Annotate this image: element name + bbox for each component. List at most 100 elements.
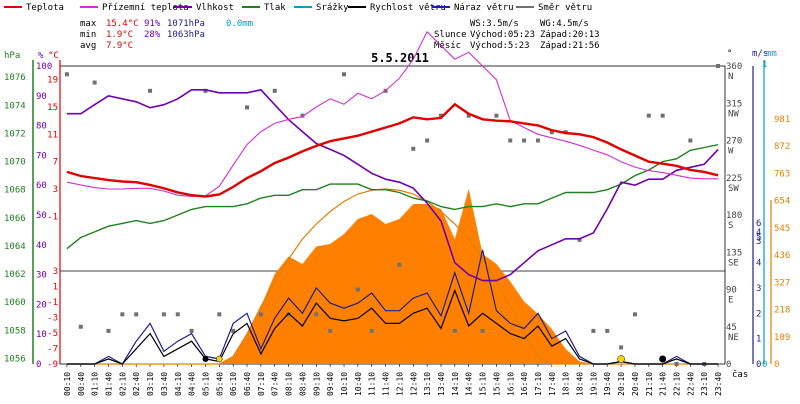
feels-like-line <box>66 30 719 198</box>
temperature-tick: 11 <box>47 130 58 140</box>
x-tick-label: 02:40 <box>132 372 141 396</box>
x-tick-label: 08:40 <box>298 372 307 396</box>
pressure-tick: 1064 <box>4 242 26 252</box>
x-tick-label: 15:10 <box>479 372 488 396</box>
x-tick-label: 09:10 <box>312 372 321 396</box>
stats-avg-label: avg <box>80 41 96 51</box>
humidity-tick: 100 <box>36 62 52 72</box>
precip-axis-label: mm <box>766 49 777 59</box>
pressure-tick: 1060 <box>4 298 26 308</box>
wind-sun-info: WS:3.5m/s WG:4.5m/s Slunce Východ:05:23 … <box>434 19 600 51</box>
x-tick-label: 01:40 <box>104 372 113 396</box>
moonset-marker <box>659 355 667 363</box>
stats-precip: 0.0mm <box>226 19 253 29</box>
x-tick-label: 04:10 <box>174 372 183 396</box>
wind-direction-point <box>535 138 540 143</box>
wind-direction-point <box>217 312 222 317</box>
wind-direction-point <box>508 138 513 143</box>
pressure-tick: 1058 <box>4 326 26 336</box>
solar-tick: 109 <box>774 333 790 343</box>
temperature-lower-tick: -9 <box>47 360 58 370</box>
legend-label-3: Tlak <box>264 3 286 13</box>
humidity-tick: 60 <box>36 181 47 191</box>
x-tick-label: 17:10 <box>534 372 543 396</box>
temperature-lower-tick: -1 <box>47 298 58 308</box>
x-tick-label: 08:10 <box>285 372 294 396</box>
wind-direction-point <box>549 130 554 135</box>
wind-speed-line <box>66 288 719 365</box>
sunset: Západ:20:13 <box>540 30 600 40</box>
temperature-tick: 19 <box>47 76 58 86</box>
wind-ws: WS:3.5m/s <box>470 19 519 29</box>
legend-label-7: Směr větru <box>538 3 592 13</box>
stats-max-label: max <box>80 19 97 29</box>
stats-block: max min avg 15.4°C 1.9°C 7.9°C 91% 28% 1… <box>80 19 253 51</box>
humidity-tick: 90 <box>36 92 47 102</box>
wind-direction-point <box>106 328 111 333</box>
legend-label-2: Vlhkost <box>196 3 234 13</box>
wind-direction-point <box>231 328 236 333</box>
stats-avg-temp: 7.9°C <box>106 41 133 51</box>
humidity-axis-label: % <box>38 51 44 61</box>
solar-tick: 218 <box>774 306 790 316</box>
legend-label-1: Přízemní teplota <box>102 3 189 13</box>
wind-direction-point <box>134 312 139 317</box>
x-tick-label: 07:10 <box>257 372 266 396</box>
humidity-tick: 50 <box>36 211 47 221</box>
x-tick-label: 09:40 <box>326 372 335 396</box>
pressure-line <box>66 144 719 250</box>
precip-tick: 1 <box>762 60 767 70</box>
wind-direction-point <box>660 113 665 118</box>
temperature-lower-tick: -3 <box>47 314 58 324</box>
wind-direction-point <box>286 312 291 317</box>
stats-max-hum: 91% <box>144 19 161 29</box>
wind-direction-point <box>480 328 485 333</box>
x-tick-label: 17:40 <box>548 372 557 396</box>
wind-direction-point <box>369 328 374 333</box>
wind-direction-point <box>425 138 430 143</box>
solar-tick: 327 <box>774 278 790 288</box>
stats-max-press: 1071hPa <box>167 19 205 29</box>
wind-direction-point <box>577 237 582 242</box>
pressure-tick: 1062 <box>4 270 26 280</box>
humidity-tick: 20 <box>36 300 47 310</box>
x-tick-label: 14:40 <box>465 372 474 396</box>
solar-tick: 436 <box>774 251 790 261</box>
direction-tick: 225 <box>726 174 742 184</box>
wind-direction-point <box>300 113 305 118</box>
x-tick-label: 07:40 <box>271 372 280 396</box>
pressure-tick: 1056 <box>4 354 26 364</box>
x-tick-label: 03:40 <box>160 372 169 396</box>
stats-min-press: 1063hPa <box>167 30 205 40</box>
wind-direction-point <box>120 312 125 317</box>
temperature-tick: 7 <box>53 158 58 168</box>
humidity-line <box>66 88 719 282</box>
solar-tick: 981 <box>774 115 790 125</box>
x-tick-label: 12:10 <box>395 372 404 396</box>
wind-wg: WG:4.5m/s <box>540 19 589 29</box>
direction-tick: 135 <box>726 248 742 258</box>
direction-tick: 315 <box>726 99 742 109</box>
x-tick-label: 00:40 <box>77 372 86 396</box>
wind-direction-point <box>438 113 443 118</box>
x-tick-label: 04:40 <box>188 372 197 396</box>
wind-tick: 3 <box>756 284 761 294</box>
x-tick-label: 10:10 <box>340 372 349 396</box>
x-tick-label: 19:40 <box>603 372 612 396</box>
stats-min-hum: 28% <box>144 30 161 40</box>
stats-max-temp: 15.4°C <box>106 19 139 29</box>
x-tick-label: 11:40 <box>382 372 391 396</box>
precip-tick: 0 <box>762 360 767 370</box>
chart-title: 5.5.2011 <box>371 51 429 65</box>
x-tick-label: 13:10 <box>423 372 432 396</box>
direction-name: W <box>728 147 734 157</box>
humidity-tick: 70 <box>36 151 47 161</box>
temperature-tick: 3 <box>53 185 58 195</box>
wind-direction-point <box>92 80 97 85</box>
direction-name: E <box>728 296 733 306</box>
direction-tick: 90 <box>726 286 737 296</box>
moon-label: Měsíc <box>434 41 461 51</box>
solar-area <box>66 189 719 364</box>
x-tick-label: 02:10 <box>118 372 127 396</box>
